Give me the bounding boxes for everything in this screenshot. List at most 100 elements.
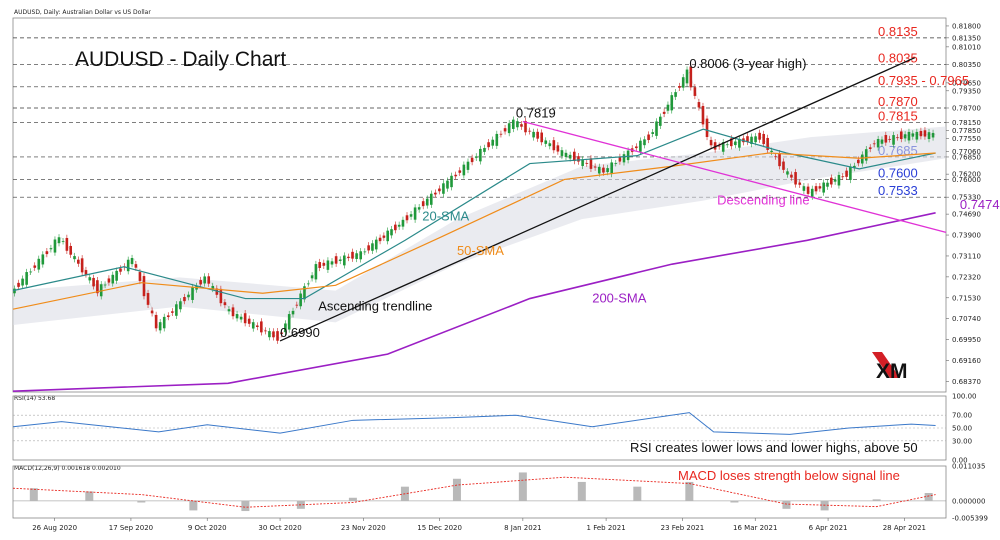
candle-body (287, 314, 291, 330)
macd-tick-label: 0.000000 (952, 497, 985, 505)
candle-body (355, 253, 358, 259)
candle-body (80, 258, 84, 273)
date-tick-label: 23 Nov 2020 (341, 524, 386, 532)
price-tick-label: 0.68370 (952, 378, 981, 386)
candle-body (888, 138, 891, 140)
price-tick-label: 0.79350 (952, 87, 981, 95)
candle-body (822, 182, 825, 193)
candle-body (382, 235, 386, 238)
price-tick-label: 0.78150 (952, 119, 981, 127)
candle-body (442, 183, 445, 194)
candle-body (548, 143, 552, 147)
candle-body (146, 293, 150, 305)
price-tick-label: 0.76850 (952, 153, 981, 161)
candle-body (179, 301, 182, 310)
candle-body (429, 193, 433, 205)
trendline (279, 57, 916, 342)
candle-body (606, 168, 609, 173)
price-tick-label: 0.73110 (952, 252, 981, 260)
price-tick-label: 0.77060 (952, 148, 981, 156)
candle-body (171, 311, 174, 313)
candle-body (853, 165, 856, 169)
price-tick-label: 0.81010 (952, 43, 981, 51)
candle-body (750, 136, 753, 145)
macd-bar (577, 481, 586, 501)
candle-body (374, 239, 378, 250)
price-tick-label: 0.79650 (952, 79, 981, 87)
price-tick-label: 0.75330 (952, 194, 981, 202)
candle-body (409, 214, 413, 217)
candle-body (280, 332, 283, 335)
candle-body (754, 136, 757, 143)
candle-body (721, 142, 725, 152)
candle-body (243, 313, 247, 324)
level-label: 0.7600 (878, 165, 918, 180)
candle-body (540, 132, 543, 143)
candle-body (907, 131, 911, 141)
candle-body (770, 150, 773, 152)
chart-title: AUDUSD - Daily Chart (75, 48, 286, 71)
candle-body (49, 248, 53, 250)
candle-body (417, 207, 421, 210)
candle-body (903, 134, 907, 139)
candle-body (810, 188, 814, 197)
candle-body (826, 182, 829, 187)
macd-header: MACD(12,26,9) 0.001618 0.002010 (14, 465, 121, 472)
macd-bar (685, 481, 694, 501)
candle-body (247, 318, 251, 324)
candle-body (487, 142, 490, 148)
rsi-tick-label: 50.00 (952, 425, 972, 433)
candle-body (450, 175, 453, 188)
candle-body (857, 159, 860, 164)
candle-body (45, 251, 49, 255)
candle-body (880, 139, 884, 144)
candle-body (142, 276, 146, 297)
candle-body (666, 104, 670, 111)
candle-body (868, 147, 872, 150)
candle-body (738, 138, 741, 148)
candle-body (57, 237, 61, 244)
candle-body (662, 111, 666, 114)
date-tick-label: 15 Dec 2020 (417, 524, 462, 532)
candle-body (499, 133, 503, 135)
candle-body (585, 163, 589, 164)
candle-body (191, 287, 194, 300)
candle-body (25, 272, 28, 285)
candle-body (647, 134, 650, 140)
candle-body (528, 130, 531, 132)
candle-body (199, 280, 202, 285)
candle-body (899, 131, 903, 140)
candle-body (130, 258, 134, 265)
candle-body (643, 139, 646, 146)
candle-body (931, 132, 935, 138)
candle-body (119, 268, 122, 272)
candle-body (103, 284, 107, 286)
price-tick-label: 0.77550 (952, 135, 981, 143)
candle-body (892, 135, 895, 145)
price-tick-label: 0.69160 (952, 357, 981, 365)
chart-annotation: 20-SMA (422, 208, 469, 223)
candle-body (552, 140, 556, 151)
candle-body (239, 316, 243, 320)
macd-panel-frame (12, 465, 947, 519)
candle-body (778, 153, 781, 167)
candle-body (115, 270, 118, 281)
candle-body (454, 174, 457, 177)
candle-body (61, 241, 65, 242)
candle-body (806, 186, 810, 194)
candle-body (790, 174, 793, 178)
price-tick-label: 0.80350 (952, 61, 981, 69)
candle-body (911, 133, 915, 137)
level-label: 0.8035 (878, 50, 918, 65)
price-tick-label: 0.81800 (952, 22, 981, 30)
xm-logo-text: XM (876, 360, 908, 383)
candle-body (175, 304, 178, 316)
candle-body (69, 245, 72, 255)
candle-body (556, 145, 560, 152)
candle-body (511, 119, 515, 129)
candle-body (833, 179, 837, 182)
candle-body (462, 164, 466, 176)
series-line-50-sma (12, 152, 936, 310)
candle-body (334, 256, 338, 264)
